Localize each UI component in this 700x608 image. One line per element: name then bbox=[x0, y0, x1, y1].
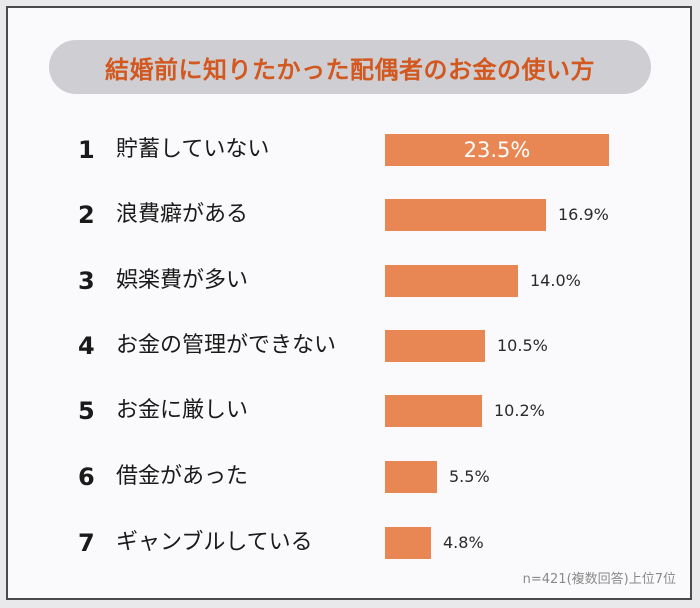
category-label: ギャンブルしている bbox=[116, 530, 313, 555]
bar-row: 1 貯蓄していない 23.5% bbox=[0, 134, 700, 166]
bar-row: 6 借金があった 5.5% bbox=[0, 461, 700, 493]
category-label: お金の管理ができない bbox=[116, 333, 337, 358]
rank-number: 3 bbox=[78, 267, 95, 295]
rank-number: 6 bbox=[78, 463, 95, 491]
chart-title: 結婚前に知りたかった配偶者のお金の使い方 bbox=[105, 55, 595, 84]
value-label: 4.8% bbox=[443, 533, 484, 552]
rank-number: 2 bbox=[78, 201, 95, 229]
bar-row: 2 浪費癖がある 16.9% bbox=[0, 199, 700, 231]
category-label: お金に厳しい bbox=[116, 398, 249, 423]
bar bbox=[385, 395, 482, 427]
rank-number: 7 bbox=[78, 529, 95, 557]
title-banner: 結婚前に知りたかった配偶者のお金の使い方 bbox=[49, 40, 651, 94]
bar-row: 4 お金の管理ができない 10.5% bbox=[0, 330, 700, 362]
bar bbox=[385, 330, 485, 362]
rank-number: 4 bbox=[78, 332, 95, 360]
bar bbox=[385, 199, 546, 231]
bar-row: 7 ギャンブルしている 4.8% bbox=[0, 527, 700, 559]
bar-row: 3 娯楽費が多い 14.0% bbox=[0, 265, 700, 297]
chart-frame bbox=[6, 6, 692, 600]
rank-number: 5 bbox=[78, 397, 95, 425]
value-label: 10.2% bbox=[494, 401, 545, 420]
value-label: 14.0% bbox=[530, 271, 581, 290]
bar-row: 5 お金に厳しい 10.2% bbox=[0, 395, 700, 427]
rank-number: 1 bbox=[78, 136, 95, 164]
category-label: 借金があった bbox=[116, 464, 249, 489]
value-label: 23.5% bbox=[463, 138, 531, 162]
value-label: 10.5% bbox=[497, 336, 548, 355]
bar: 23.5% bbox=[385, 134, 609, 166]
bar bbox=[385, 265, 518, 297]
value-label: 16.9% bbox=[558, 205, 609, 224]
sample-note: n=421(複数回答)上位7位 bbox=[522, 572, 676, 587]
category-label: 貯蓄していない bbox=[116, 137, 270, 162]
category-label: 娯楽費が多い bbox=[116, 268, 249, 293]
value-label: 5.5% bbox=[449, 467, 490, 486]
bar bbox=[385, 461, 437, 493]
bar bbox=[385, 527, 431, 559]
category-label: 浪費癖がある bbox=[116, 202, 249, 227]
